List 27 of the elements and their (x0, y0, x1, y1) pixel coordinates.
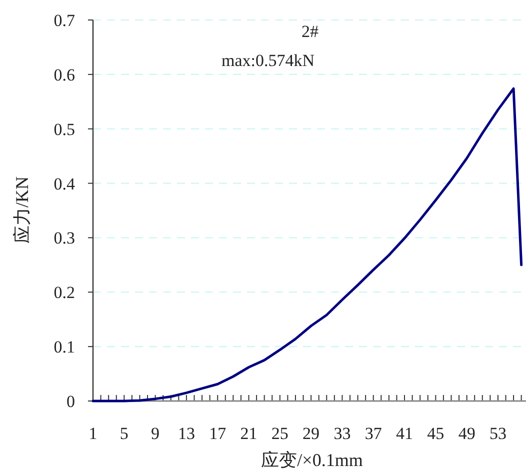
y-tick-label: 0.3 (54, 228, 75, 248)
y-tick-label: 0.6 (54, 65, 75, 84)
x-tick-label: 25 (271, 424, 288, 443)
y-tick-label: 0.4 (54, 174, 76, 194)
text: max:0.574kN (221, 51, 315, 70)
y-tick-label: 0 (66, 392, 75, 411)
y-axis-title: 应力/KN (12, 176, 32, 244)
x-tick-label: 9 (151, 424, 160, 443)
chart-title: 2# (302, 22, 319, 41)
y-tick-label: 0.1 (54, 338, 75, 357)
y-tick-label: 0.2 (54, 283, 75, 302)
y-tick-label: 0.5 (54, 120, 75, 139)
x-tick-label: 41 (396, 424, 414, 443)
x-axis-title: 应变/×0.1mm (261, 450, 363, 470)
x-tick-label: 5 (120, 424, 128, 443)
x-tick-label: 45 (427, 424, 444, 443)
x-tick-label: 53 (489, 424, 506, 443)
line-series (92, 87, 523, 402)
x-tick-label: 49 (458, 424, 476, 443)
x-tick-label: 37 (364, 424, 382, 443)
y-tick-label: 0.7 (54, 11, 76, 30)
x-tick-label: 33 (334, 424, 351, 443)
x-tick-label: 1 (88, 424, 98, 443)
x-tick-label: 21 (240, 424, 258, 443)
x-tick-label: 17 (209, 424, 227, 443)
x-tick-label: 29 (302, 424, 320, 443)
x-tick-label: 13 (178, 424, 195, 443)
